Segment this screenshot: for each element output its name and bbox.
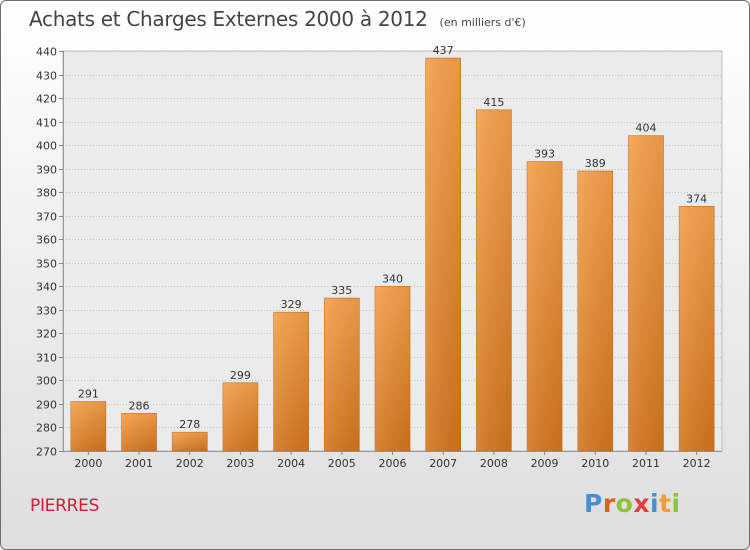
y-tick-label: 320 [36,328,57,341]
y-tick-label: 330 [36,305,57,318]
y-tick-label: 290 [36,399,57,412]
y-tick-label: 410 [36,117,57,130]
logo-letter: i [650,489,660,518]
y-tick-label: 390 [36,164,57,177]
logo-letter: i [671,489,681,518]
y-tick-label: 350 [36,258,57,271]
logo-letter: r [602,489,616,518]
x-tick-label: 2012 [683,457,711,470]
chart-title: Achats et Charges Externes 2000 à 2012 (e… [29,7,526,31]
bar-shade [121,413,157,451]
x-tick-label: 2006 [379,457,407,470]
bar-shade [273,312,309,451]
y-tick-label: 400 [36,140,57,153]
x-tick-label: 2009 [531,457,559,470]
proxiti-logo[interactable]: Proxiti [584,489,681,518]
y-tick-label: 380 [36,187,57,200]
y-tick-label: 270 [36,446,57,459]
y-tick-label: 310 [36,352,57,365]
bar-shade [324,298,360,451]
data-label: 278 [179,418,200,431]
bar-shade [527,161,563,451]
y-tick-label: 440 [36,46,57,59]
data-label: 291 [78,388,99,401]
y-tick-label: 420 [36,93,57,106]
data-label: 393 [534,148,555,161]
data-label: 299 [230,369,251,382]
logo-letter: o [615,489,634,518]
x-tick-label: 2003 [226,457,254,470]
data-label: 335 [331,284,352,297]
logo-letter: t [659,489,672,518]
data-label: 329 [281,298,302,311]
x-tick-label: 2011 [632,457,660,470]
x-tick-label: 2001 [125,457,153,470]
data-label: 437 [433,44,454,57]
commune-name: PIERRES [30,496,100,516]
x-tick-label: 2004 [277,457,305,470]
y-tick-label: 280 [36,422,57,435]
data-label: 404 [635,122,656,135]
x-tick-label: 2008 [480,457,508,470]
y-tick-label: 300 [36,375,57,388]
x-tick-label: 2010 [581,457,609,470]
y-tick-label: 340 [36,281,57,294]
y-tick-label: 430 [36,70,57,83]
chart-title-text: Achats et Charges Externes 2000 à 2012 [29,7,428,31]
logo-letter: x [633,489,650,518]
data-label: 286 [129,399,150,412]
bar-shade [70,401,106,451]
y-tick-label: 370 [36,211,57,224]
bar-shade [375,286,410,451]
bar-shade [476,109,512,451]
x-tick-label: 2005 [328,457,356,470]
x-tick-label: 2002 [176,457,204,470]
bar-shade [577,171,613,451]
bar-shade [222,382,258,451]
x-tick-label: 2007 [429,457,457,470]
data-label: 340 [382,272,403,285]
chart-title-unit: (en milliers d'€) [439,16,526,29]
bar-shade [628,135,664,452]
bar-shade [425,58,461,451]
data-label: 389 [585,157,606,170]
x-tick-label: 2000 [74,457,102,470]
y-tick-label: 360 [36,234,57,247]
bar-shade [172,432,208,451]
data-label: 415 [483,96,504,109]
data-label: 374 [686,192,707,205]
logo-letter: P [584,489,603,518]
bar-shade [679,206,715,451]
